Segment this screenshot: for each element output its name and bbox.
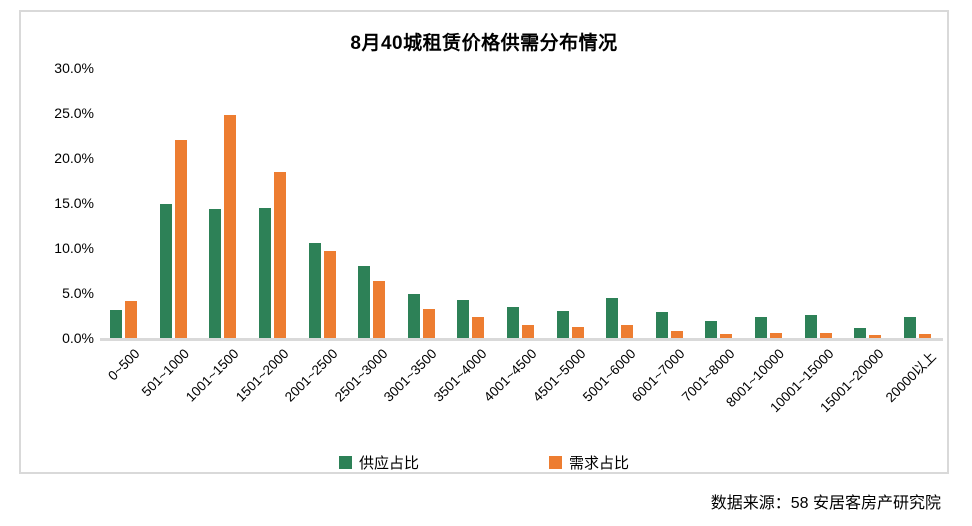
bar-group bbox=[149, 68, 199, 341]
x-axis-label-text: 4501~5000 bbox=[530, 346, 589, 405]
demand-bar bbox=[224, 114, 237, 341]
legend-item-demand: 需求占比 bbox=[549, 452, 629, 473]
legend: 供应占比 需求占比 bbox=[21, 452, 947, 473]
demand-bar bbox=[422, 309, 435, 341]
bar-group bbox=[893, 68, 943, 341]
x-axis-line bbox=[100, 338, 943, 341]
chart-title: 8月40城租赁价格供需分布情况 bbox=[350, 33, 618, 54]
x-axis-label-text: 2501~3000 bbox=[331, 346, 391, 405]
bar-group bbox=[347, 68, 397, 341]
bar-group bbox=[248, 68, 298, 341]
legend-label: 需求占比 bbox=[569, 455, 630, 472]
bar-group bbox=[645, 68, 695, 341]
demand-bar bbox=[819, 332, 832, 341]
legend-swatch-icon bbox=[549, 456, 562, 469]
supply-bar bbox=[804, 314, 817, 341]
supply-bar bbox=[556, 311, 569, 341]
legend-label: 供应占比 bbox=[358, 455, 419, 472]
supply-bar bbox=[655, 311, 668, 341]
bar-group bbox=[694, 68, 744, 341]
legend-item-supply: 供应占比 bbox=[338, 452, 419, 473]
x-axis-label-text: 1501~2000 bbox=[232, 346, 292, 405]
plot-area: 0.0% 5.0% 10.0% 15.0% 20.0% 25.0% 30.0% 0~500 5… bbox=[21, 12, 947, 472]
bar-group bbox=[744, 68, 794, 341]
supply-bar bbox=[407, 293, 420, 341]
source-note: 数据来源：58 安居客房产研究院 bbox=[710, 495, 941, 512]
y-tick-label: 5.0% bbox=[62, 285, 94, 301]
demand-bar bbox=[274, 171, 287, 341]
demand-bar bbox=[323, 250, 336, 341]
bar-groups bbox=[99, 68, 942, 341]
supply-bar bbox=[209, 209, 222, 341]
y-tick-label: 0.0% bbox=[62, 330, 94, 346]
bar-group bbox=[496, 68, 546, 341]
y-tick-label: 10.0% bbox=[54, 240, 94, 256]
x-axis-label-text: 3001~3500 bbox=[381, 346, 440, 405]
x-axis-label-text: 0~500 bbox=[104, 346, 143, 384]
demand-bar bbox=[571, 327, 584, 341]
supply-bar bbox=[755, 317, 768, 341]
y-tick-label: 15.0% bbox=[54, 195, 94, 211]
demand-bar bbox=[174, 140, 187, 341]
x-axis-label-text: 5001~6000 bbox=[579, 346, 639, 405]
x-axis-label-text: 2001~2500 bbox=[282, 346, 341, 405]
bar-group bbox=[198, 68, 248, 341]
x-axis-label-text: 3501~4000 bbox=[430, 346, 490, 405]
supply-bar bbox=[903, 317, 916, 341]
supply-bar bbox=[705, 320, 718, 341]
demand-bar bbox=[125, 301, 138, 341]
y-tick-label: 20.0% bbox=[54, 150, 94, 166]
supply-bar bbox=[606, 298, 619, 341]
chart-container: 8月40城租赁价格供需分布情况 0.0% 5.0% 10.0% 15.0% 20.0% 2… bbox=[19, 10, 949, 474]
x-axis-label-text: 4001~4500 bbox=[480, 346, 540, 405]
bar-group bbox=[99, 68, 149, 341]
supply-bar bbox=[110, 310, 123, 341]
legend-swatch-icon bbox=[338, 456, 352, 469]
supply-bar bbox=[457, 300, 470, 341]
demand-bar bbox=[621, 324, 634, 341]
bar-group bbox=[297, 68, 347, 341]
bar-group bbox=[446, 68, 496, 341]
bar-group bbox=[595, 68, 645, 341]
bar-group bbox=[397, 68, 447, 341]
demand-bar bbox=[522, 325, 535, 341]
bar-group bbox=[545, 68, 595, 341]
demand-bar bbox=[472, 317, 485, 341]
demand-bar bbox=[670, 330, 683, 341]
demand-bar bbox=[770, 332, 783, 341]
supply-bar bbox=[159, 203, 172, 341]
supply-bar bbox=[259, 207, 272, 341]
supply-bar bbox=[308, 242, 321, 341]
y-tick-label: 25.0% bbox=[54, 105, 94, 121]
y-tick-label: 30.0% bbox=[54, 60, 94, 76]
supply-bar bbox=[358, 266, 371, 341]
demand-bar bbox=[918, 334, 931, 341]
x-axis-label-text: 1001~1500 bbox=[182, 346, 242, 405]
demand-bar bbox=[373, 281, 386, 341]
bar-group bbox=[843, 68, 893, 341]
x-axis-label-text: 6001~7000 bbox=[629, 346, 688, 405]
x-axis-label-text: 20000以上 bbox=[882, 348, 939, 406]
supply-bar bbox=[854, 328, 867, 341]
bar-group bbox=[793, 68, 843, 341]
demand-bar bbox=[720, 333, 733, 341]
supply-bar bbox=[507, 307, 520, 341]
